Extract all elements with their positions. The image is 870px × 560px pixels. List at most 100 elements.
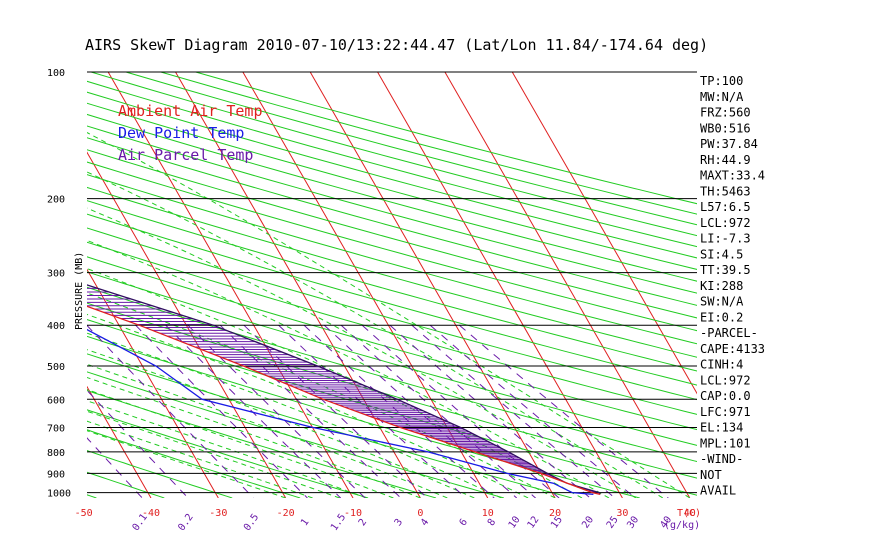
stability-index: MPL:101 (700, 436, 751, 450)
pressure-label: 400 (47, 321, 65, 332)
stability-index: LCL:972 (700, 373, 751, 387)
legend-dewpoint: Dew Point Temp (118, 124, 244, 142)
mixing-ratio-line (323, 324, 518, 498)
bottom-temp-tick: 30 (616, 508, 628, 519)
mixing-ratio-line (429, 324, 636, 498)
dry-adiabat (87, 213, 697, 386)
stability-index: MAXT:33.4 (700, 169, 765, 183)
dry-adiabat (87, 80, 697, 248)
bottom-temp-tick: -30 (209, 508, 227, 519)
mixing-ratio-line (389, 324, 591, 498)
mixing-ratio-label: 0.5 (242, 512, 261, 533)
mixing-ratio-label: 1 (299, 517, 311, 528)
bottom-temp-tick: 0 (417, 508, 423, 519)
dry-adiabat (87, 241, 697, 415)
temperature-line (87, 305, 601, 496)
moist-adiabat (87, 207, 637, 498)
dry-adiabat (87, 319, 697, 496)
bottom-temp-tick: -40 (142, 508, 160, 519)
stability-index: -PARCEL- (700, 326, 758, 340)
stability-index: RH:44.9 (700, 153, 751, 167)
dry-adiabat (87, 174, 697, 345)
stability-index: LCL:972 (700, 216, 751, 230)
pressure-label: 100 (47, 68, 65, 79)
isotherm-line (242, 72, 489, 498)
legend-ambient: Ambient Air Temp (118, 102, 263, 120)
mixing-ratio-line (219, 324, 402, 498)
moist-adiabat (87, 292, 556, 498)
mixing-ratio-line (340, 324, 536, 498)
dry-adiabat (87, 186, 697, 358)
stability-index: TP:100 (700, 74, 743, 88)
mixing-ratio-line (278, 324, 467, 498)
mixing-ratio-label: 6 (458, 517, 470, 528)
moist-adiabat (87, 410, 340, 498)
stability-index: WB0:516 (700, 121, 751, 135)
chart-title: AIRS SkewT Diagram 2010-07-10/13:22:44.4… (85, 36, 708, 54)
mixing-ratio-line (411, 324, 616, 498)
pressure-label: 800 (47, 448, 65, 459)
stability-index: CINH:4 (700, 358, 743, 372)
dry-adiabat (87, 91, 697, 259)
mixing-ratio-line (361, 324, 560, 498)
mixing-ratio-label: 8 (486, 517, 498, 528)
stability-index: L57:6.5 (700, 200, 751, 214)
bottom-temp-tick: -50 (75, 508, 93, 519)
dry-adiabat (87, 200, 697, 372)
dry-adiabat (87, 450, 233, 498)
stability-index: EI:0.2 (700, 310, 743, 324)
mixing-ratio-line (459, 324, 669, 498)
stability-index: LFC:971 (700, 405, 751, 419)
dry-adiabat (87, 409, 369, 498)
dry-adiabat (87, 113, 697, 282)
bottom-temp-tick: -10 (344, 508, 362, 519)
mixing-ratio-label: 10 (507, 514, 523, 530)
moist-adiabat (87, 420, 313, 498)
moist-adiabat (87, 239, 610, 498)
legend: Ambient Air Temp Dew Point Temp Air Parc… (118, 102, 263, 164)
moist-adiabat (87, 389, 394, 498)
stability-index: TH:5463 (700, 184, 751, 198)
bottom-temp-tick: 40 (684, 508, 696, 519)
legend-parcel: Air Parcel Temp (118, 146, 253, 164)
dry-adiabat (87, 149, 697, 319)
pressure-label: 1000 (47, 489, 71, 500)
mixing-ratio-line (187, 324, 366, 498)
moist-adiabat (87, 349, 475, 498)
stability-index: SW:N/A (700, 295, 744, 309)
mixing-ratio-line (303, 324, 495, 498)
moist-adiabat (87, 430, 286, 498)
isotherm-line (511, 72, 697, 395)
pressure-label: 600 (47, 395, 65, 406)
dry-adiabat (87, 389, 437, 498)
moist-adiabat (87, 363, 448, 498)
dry-adiabat (87, 429, 301, 498)
moist-adiabat (87, 376, 421, 498)
dry-adiabat (87, 161, 697, 332)
dry-adiabat (87, 256, 697, 431)
mixing-ratio-label: 20 (580, 514, 596, 530)
bottom-temp-tick: 10 (482, 508, 494, 519)
stability-index: CAP:0.0 (700, 389, 751, 403)
dry-adiabat (195, 72, 697, 205)
stability-index: MW:N/A (700, 90, 744, 104)
pressure-label: 200 (47, 195, 65, 206)
moist-adiabat (87, 171, 664, 498)
stability-index: CAPE:4133 (700, 342, 765, 356)
pressure-label: 500 (47, 362, 65, 373)
dry-adiabat (87, 302, 697, 479)
stability-index: LI:-7.3 (700, 232, 751, 246)
pressure-label: 300 (47, 269, 65, 280)
dry-adiabat (87, 102, 697, 270)
moist-adiabat (87, 332, 502, 498)
y-axis-label: PRESSURE (MB) (74, 252, 85, 330)
dry-adiabat (87, 137, 697, 306)
moist-adiabat (87, 132, 691, 498)
bottom-temp-tick: 20 (549, 508, 561, 519)
x-axis-label: T(C) (677, 508, 701, 519)
stability-index: NOT (700, 468, 722, 482)
mixing-ratio-line (135, 324, 308, 498)
mixing-axis-label: (g/kg) (664, 520, 700, 531)
dry-adiabat (87, 286, 697, 463)
